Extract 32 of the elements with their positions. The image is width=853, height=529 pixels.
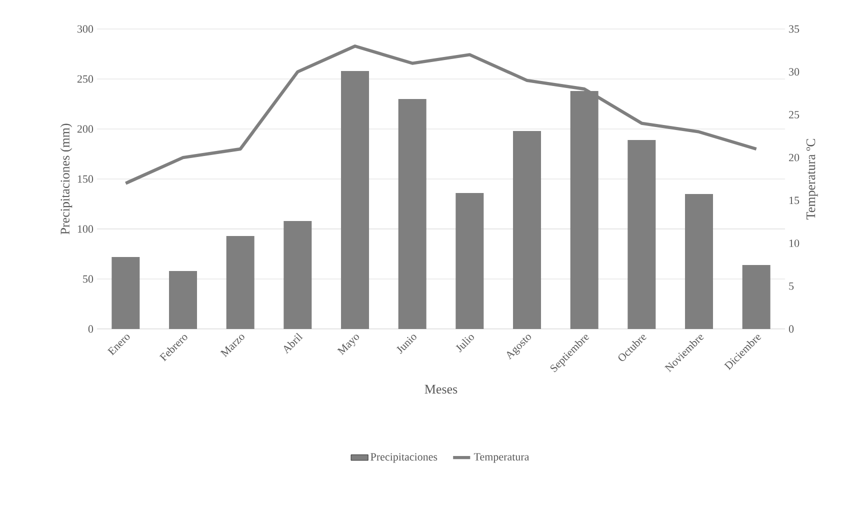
y2-axis-title: Temperatura ºC <box>806 138 818 220</box>
bar <box>513 130 542 329</box>
y-axis-title: Precipitaciones (mm) <box>60 124 72 234</box>
y2-tick-label: 15 <box>790 196 800 204</box>
bar <box>456 192 484 329</box>
y-tick-label: 0 <box>88 325 94 333</box>
y2-tick-label: 20 <box>789 154 800 162</box>
y2-tick-label: 10 <box>790 240 800 247</box>
y-tick-label: 50 <box>83 275 94 283</box>
bar <box>398 98 426 329</box>
bar <box>284 220 312 329</box>
bar <box>628 140 656 329</box>
legend-label: Precipitaciones <box>370 453 438 463</box>
y2-tick-label: 5 <box>789 282 794 290</box>
x-axis-title: Meses <box>424 384 458 394</box>
y-tick-label: 300 <box>78 25 94 33</box>
bar <box>112 256 140 329</box>
y2-tick-label: 0 <box>788 325 794 333</box>
legend-label: Temperatura <box>474 453 530 463</box>
y2-tick-label: 30 <box>789 68 800 76</box>
y-tick-label: 100 <box>78 225 94 233</box>
bar <box>226 236 254 329</box>
y-tick-label: 200 <box>77 125 94 133</box>
bar <box>341 70 370 329</box>
x-tick-label: Julio <box>456 335 474 352</box>
y2-tick-label: 35 <box>789 25 800 33</box>
bar <box>169 270 198 329</box>
bar <box>685 194 714 329</box>
bar <box>742 264 770 329</box>
y-tick-label: 250 <box>77 75 94 83</box>
y-tick-label: 150 <box>78 175 94 183</box>
y2-tick-label: 25 <box>789 111 800 118</box>
